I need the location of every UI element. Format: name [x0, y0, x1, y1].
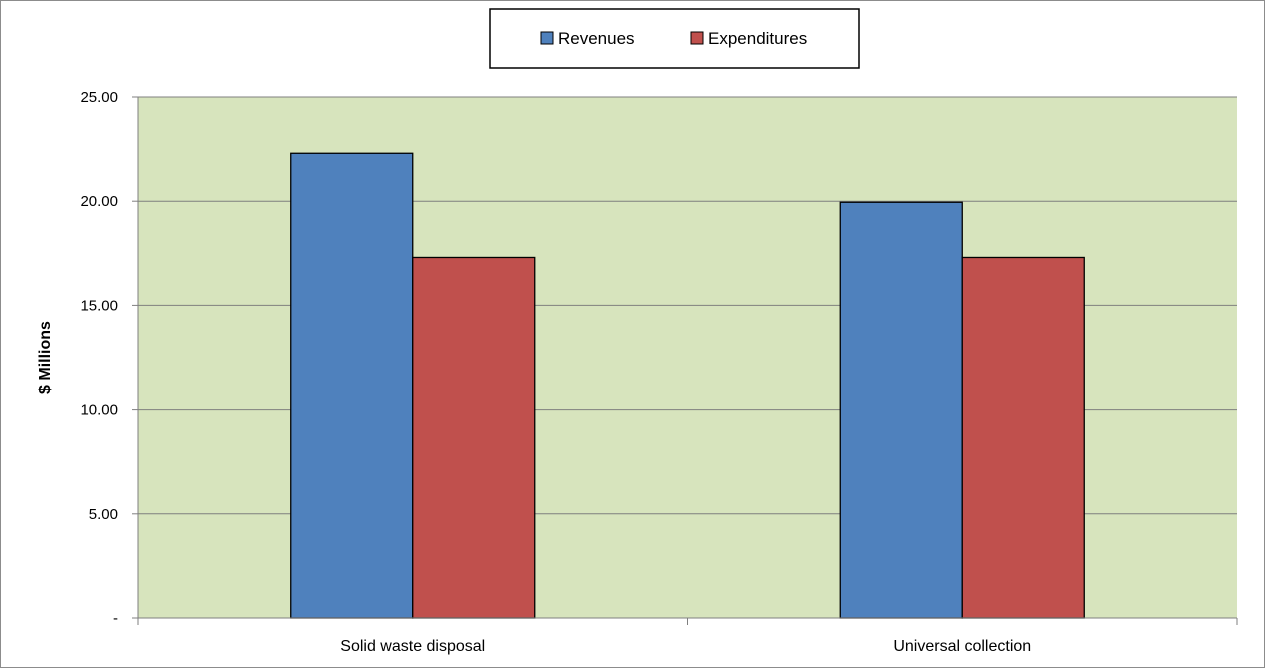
bar-expenditures	[412, 256, 536, 619]
legend-items: Revenues Expenditures	[540, 29, 807, 48]
y-tick-labels: - 5.00 10.00 15.00 20.00 25.00	[80, 89, 118, 627]
bar-revenues	[839, 201, 963, 619]
x-category-label: Universal collection	[893, 638, 1031, 655]
x-category-label: Solid waste disposal	[340, 638, 485, 655]
bars	[290, 152, 1085, 619]
axes	[137, 97, 1238, 625]
y-axis-title: $ Millions	[37, 321, 54, 394]
y-tick-label: 20.00	[80, 193, 118, 210]
y-tick-label: -	[113, 610, 118, 627]
legend-label-revenues: Revenues	[558, 29, 635, 48]
legend-label-expenditures: Expenditures	[708, 29, 807, 48]
bar-expenditures	[961, 256, 1085, 619]
x-category-labels: Solid waste disposal Universal collection	[340, 638, 1031, 655]
y-tick-label: 25.00	[80, 89, 118, 106]
legend-swatch-revenues	[540, 31, 554, 45]
y-tick-label: 10.00	[80, 402, 118, 419]
bar-revenues	[290, 152, 414, 619]
y-tick-label: 15.00	[80, 297, 118, 314]
legend: Revenues Expenditures	[489, 8, 860, 69]
legend-swatch-expenditures	[690, 31, 704, 45]
y-tick-label: 5.00	[89, 506, 118, 523]
